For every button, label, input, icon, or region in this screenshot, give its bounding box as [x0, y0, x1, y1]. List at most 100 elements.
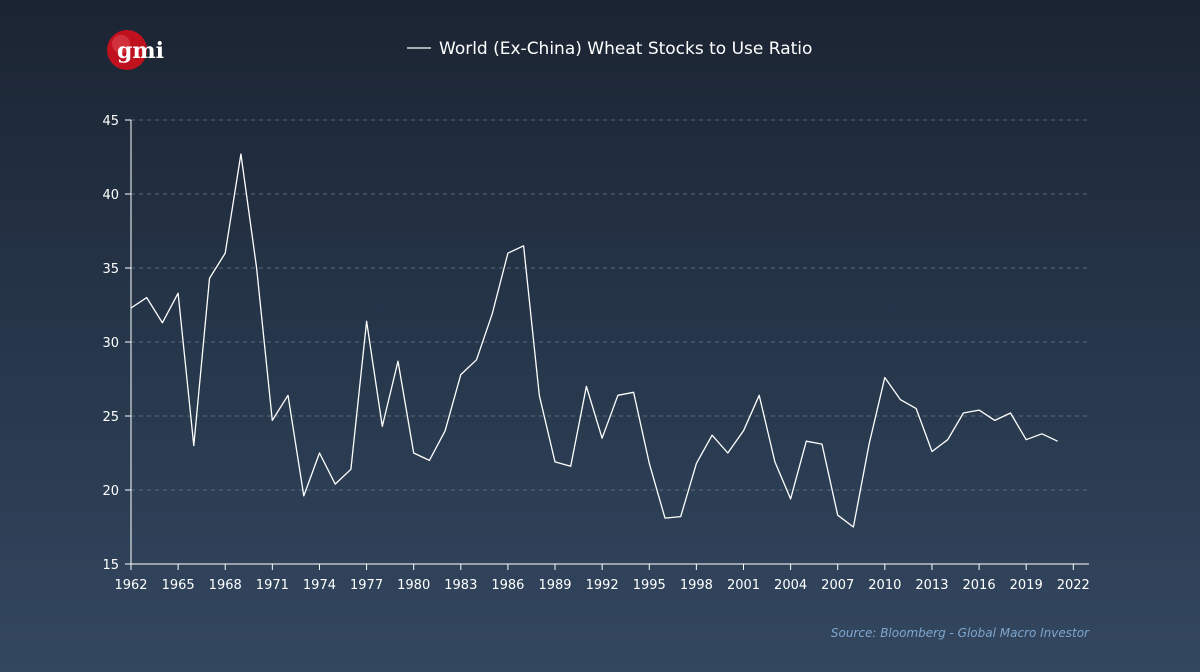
data-point — [177, 292, 180, 295]
data-point — [554, 460, 557, 463]
data-point — [522, 244, 525, 247]
chart-legend: World (Ex-China) Wheat Stocks to Use Rat… — [407, 39, 812, 59]
legend-label: World (Ex-China) Wheat Stocks to Use Rat… — [439, 39, 812, 59]
data-point — [585, 385, 588, 388]
source-note: Source: Bloomberg - Global Macro Investo… — [831, 626, 1090, 640]
y-axis: 15 20 25 30 35 40 45 — [102, 114, 132, 573]
x-tick-label: 1968 — [209, 578, 242, 593]
data-point — [239, 153, 242, 156]
x-tick-label: 1962 — [114, 578, 147, 593]
data-point — [349, 468, 352, 471]
data-point — [993, 419, 996, 422]
data-point — [365, 320, 368, 323]
data-point — [726, 452, 729, 455]
gmi-logo: gmi — [107, 30, 164, 70]
data-point — [632, 391, 635, 394]
y-tick-label: 15 — [102, 558, 119, 573]
x-tick-label: 2001 — [727, 578, 760, 593]
data-point — [428, 459, 431, 462]
y-tick-label: 20 — [102, 484, 119, 499]
data-point — [852, 526, 855, 529]
gridlines — [131, 119, 1089, 491]
data-point — [978, 409, 981, 412]
data-point — [208, 277, 211, 280]
data-point — [899, 398, 902, 401]
data-point — [1040, 432, 1043, 435]
x-tick-label: 2010 — [868, 578, 901, 593]
x-axis: 1962 1965 1968 1971 1974 1977 1980 1983 1986 1989… — [114, 563, 1090, 593]
data-point — [742, 429, 745, 432]
x-tick-label: 1986 — [491, 578, 524, 593]
series-layer — [130, 153, 1059, 529]
y-tick-label: 45 — [102, 114, 119, 129]
data-point — [773, 460, 776, 463]
x-tick-label: 1977 — [350, 578, 383, 593]
data-point — [161, 321, 164, 324]
y-tick-label: 25 — [102, 410, 119, 425]
x-tick-label: 2013 — [915, 578, 948, 593]
data-point — [145, 296, 148, 299]
data-point — [883, 376, 886, 379]
data-point — [459, 373, 462, 376]
x-tick-label: 2022 — [1057, 578, 1090, 593]
data-point — [506, 252, 509, 255]
data-point — [318, 452, 321, 455]
data-point — [192, 444, 195, 447]
data-point — [915, 407, 918, 410]
data-point — [491, 312, 494, 315]
data-point — [224, 252, 227, 255]
data-point — [412, 452, 415, 455]
y-tick-label: 30 — [102, 336, 119, 351]
data-point — [711, 434, 714, 437]
data-point — [1009, 412, 1012, 415]
data-point — [758, 394, 761, 397]
x-tick-label: 1992 — [586, 578, 619, 593]
data-point — [381, 425, 384, 428]
data-point — [648, 462, 651, 465]
data-point — [679, 515, 682, 518]
x-tick-label: 1998 — [680, 578, 713, 593]
data-point — [538, 394, 541, 397]
data-point — [946, 438, 949, 441]
data-point — [931, 450, 934, 453]
data-point — [1056, 440, 1059, 443]
x-tick-label: 1989 — [538, 578, 571, 593]
x-tick-label: 1974 — [303, 578, 336, 593]
data-point — [664, 517, 667, 520]
data-point — [302, 494, 305, 497]
data-point — [569, 465, 572, 468]
data-point — [805, 440, 808, 443]
x-tick-label: 2004 — [774, 578, 807, 593]
globe-highlight — [112, 35, 130, 53]
y-tick-label: 40 — [102, 188, 119, 203]
x-tick-label: 1995 — [633, 578, 666, 593]
data-point — [616, 394, 619, 397]
data-point — [444, 429, 447, 432]
data-point — [130, 307, 133, 310]
data-point — [397, 360, 400, 363]
data-point — [1025, 438, 1028, 441]
logo-text: gmi — [117, 38, 164, 64]
data-point — [836, 514, 839, 517]
x-tick-label: 1980 — [397, 578, 430, 593]
data-point — [287, 394, 290, 397]
x-tick-label: 1965 — [162, 578, 195, 593]
data-point — [821, 443, 824, 446]
data-point — [789, 497, 792, 500]
x-tick-label: 2016 — [963, 578, 996, 593]
x-tick-label: 1983 — [444, 578, 477, 593]
data-point — [271, 419, 274, 422]
y-tick-label: 35 — [102, 262, 119, 277]
data-point — [601, 437, 604, 440]
x-tick-label: 2019 — [1010, 578, 1043, 593]
data-point — [255, 267, 258, 270]
data-point — [334, 483, 337, 486]
data-point — [868, 443, 871, 446]
data-point — [962, 412, 965, 415]
data-point — [695, 462, 698, 465]
x-tick-label: 1971 — [256, 578, 289, 593]
data-point — [475, 358, 478, 361]
x-tick-label: 2007 — [821, 578, 854, 593]
